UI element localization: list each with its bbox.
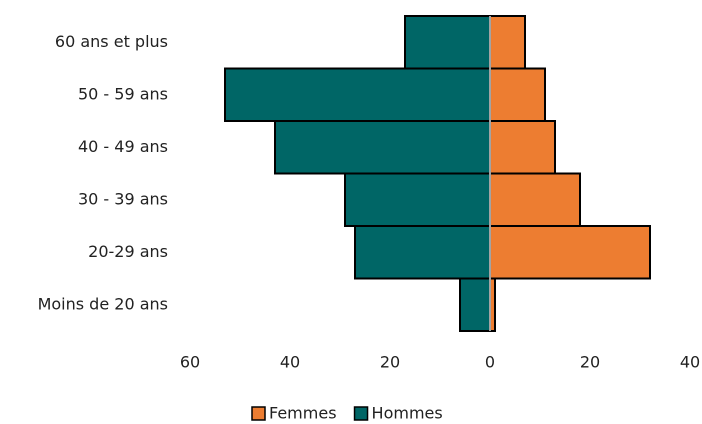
legend-swatch [251,406,266,421]
bar [354,225,491,280]
legend-swatch [353,406,369,421]
bar [489,225,651,280]
legend-label: Hommes [372,404,443,423]
x-tick-label: 0 [485,353,495,372]
bar [344,172,491,227]
y-tick-label: 60 ans et plus [55,32,168,51]
y-tick-label: 20-29 ans [88,242,168,261]
bar [404,15,491,70]
x-tick-label: 20 [580,353,600,372]
x-tick-label: 40 [680,353,700,372]
bar [459,277,491,332]
y-tick-label: Moins de 20 ans [38,294,168,313]
x-tick-label: 20 [380,353,400,372]
bar [489,67,546,122]
bar [274,120,491,175]
y-tick-label: 30 - 39 ans [78,189,168,208]
bar [489,172,581,227]
bar [489,15,526,70]
x-tick-label: 60 [180,353,200,372]
bar [224,67,491,122]
y-tick-label: 50 - 59 ans [78,84,168,103]
x-tick-label: 40 [280,353,300,372]
legend-label: Femmes [269,404,337,423]
bar [489,120,556,175]
y-tick-label: 40 - 49 ans [78,137,168,156]
